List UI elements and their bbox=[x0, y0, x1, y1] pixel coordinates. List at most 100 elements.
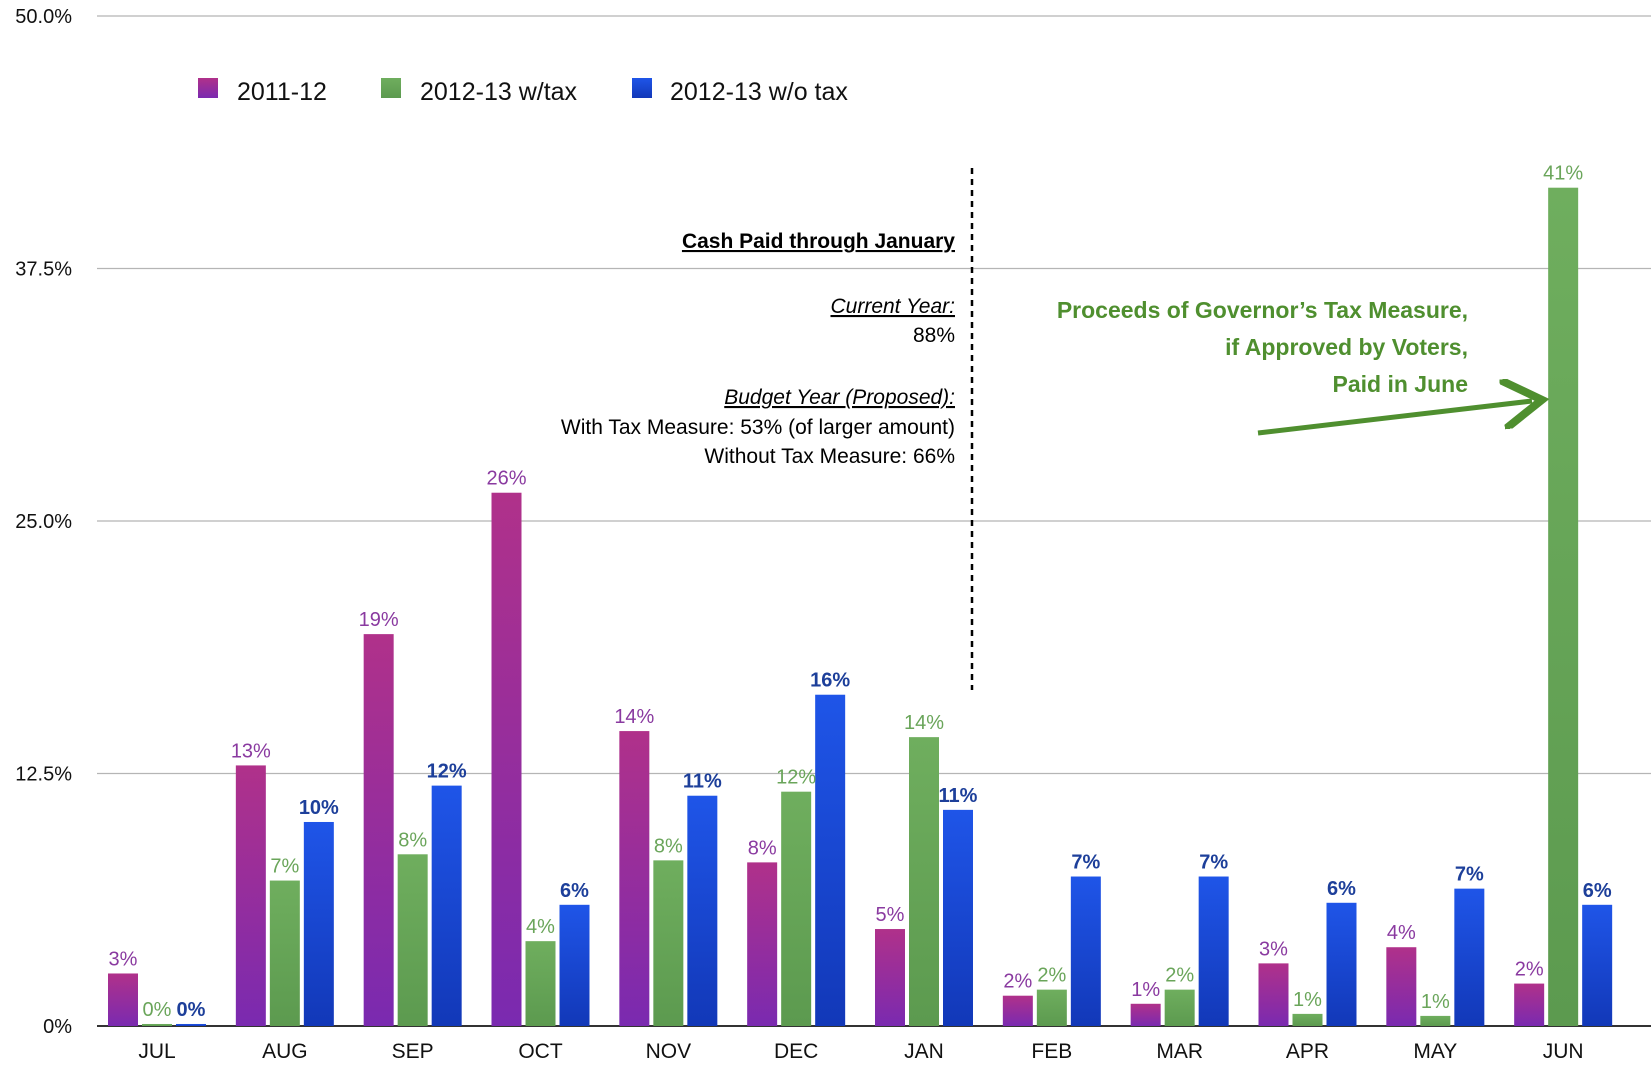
legend: 2011-12 2012-13 w/tax 2012-13 w/o tax bbox=[198, 78, 848, 106]
bar-2012-13-w-tax bbox=[781, 791, 812, 1026]
category-label: SEP bbox=[392, 1040, 434, 1063]
data-label: 1% bbox=[1421, 991, 1450, 1013]
data-label: 11% bbox=[683, 771, 722, 793]
category-label: JAN bbox=[904, 1040, 944, 1063]
annotation-without-tax-line: Without Tax Measure: 66% bbox=[704, 445, 955, 468]
bar-2012-13-w-tax bbox=[1292, 1013, 1323, 1026]
tax-measure-line-3: Paid in June bbox=[1333, 371, 1468, 397]
bar-2012-13-w-tax bbox=[1036, 989, 1067, 1026]
bar-2011-12 bbox=[1130, 1003, 1161, 1026]
data-label: 6% bbox=[1583, 880, 1612, 902]
bar-2012-13-wo-tax bbox=[1454, 888, 1485, 1026]
annotation-heading: Cash Paid through January bbox=[682, 230, 955, 253]
bar-2011-12 bbox=[363, 634, 394, 1026]
bar-2012-13-w-tax bbox=[1548, 187, 1579, 1026]
data-label: 13% bbox=[231, 740, 271, 762]
bar-2011-12 bbox=[747, 862, 778, 1026]
legend-swatch-2012-13-w-tax bbox=[381, 78, 401, 98]
bar-2012-13-wo-tax bbox=[943, 809, 973, 1026]
data-label: 3% bbox=[1259, 938, 1288, 960]
data-label: 14% bbox=[614, 706, 654, 728]
data-label: 7% bbox=[1071, 852, 1100, 874]
data-label: 8% bbox=[654, 835, 683, 857]
data-label: 2% bbox=[1515, 959, 1544, 981]
bar-2012-13-wo-tax bbox=[815, 694, 846, 1026]
bar-2011-12 bbox=[1002, 995, 1033, 1026]
data-label: 7% bbox=[1199, 852, 1228, 874]
category-label: MAR bbox=[1156, 1040, 1203, 1063]
bar-2011-12 bbox=[619, 731, 650, 1026]
bar-2012-13-w-tax bbox=[909, 737, 939, 1026]
y-tick-label: 0% bbox=[43, 1016, 72, 1038]
bar-2012-13-w-tax bbox=[653, 860, 684, 1026]
category-label: MAY bbox=[1413, 1040, 1457, 1063]
bar-2012-13-w-tax bbox=[269, 880, 300, 1026]
data-label: 12% bbox=[427, 761, 467, 783]
data-label: 11% bbox=[939, 785, 978, 807]
data-label: 2% bbox=[1165, 965, 1194, 987]
data-label: 6% bbox=[1327, 878, 1356, 900]
bar-2012-13-wo-tax bbox=[687, 795, 718, 1026]
bar-2012-13-wo-tax bbox=[1070, 876, 1101, 1026]
data-label: 14% bbox=[904, 712, 944, 734]
bar-2011-12 bbox=[875, 929, 905, 1026]
data-label: 3% bbox=[109, 948, 138, 970]
data-labels: 3%0% 0%13%7%10%19%8%12%26%4%6%14%8%11%8%1… bbox=[109, 163, 1612, 1021]
annotation-current-year-value: 88% bbox=[913, 324, 955, 347]
category-label: AUG bbox=[262, 1040, 308, 1063]
category-label: NOV bbox=[646, 1040, 692, 1063]
data-label: 10% bbox=[299, 797, 339, 819]
y-tick-label: 50.0% bbox=[15, 6, 72, 28]
bar-2012-13-wo-tax bbox=[1582, 904, 1613, 1026]
bar-2011-12 bbox=[1514, 983, 1545, 1026]
data-label: 19% bbox=[359, 609, 399, 631]
bar-2012-13-wo-tax bbox=[1326, 902, 1357, 1026]
data-label: 0% bbox=[177, 999, 206, 1021]
annotation-with-tax-line: With Tax Measure: 53% (of larger amount) bbox=[561, 416, 955, 439]
bar-2012-13-wo-tax bbox=[176, 1023, 206, 1026]
data-label: 7% bbox=[270, 856, 299, 878]
y-tick-label: 25.0% bbox=[15, 511, 72, 533]
bar-2012-13-wo-tax bbox=[431, 785, 462, 1026]
bar-2012-13-w-tax bbox=[525, 941, 556, 1026]
data-label: 16% bbox=[810, 670, 850, 692]
bar-2012-13-wo-tax bbox=[303, 821, 334, 1026]
legend-label-2012-13-wo-tax: 2012-13 w/o tax bbox=[670, 78, 848, 106]
data-label: 1% bbox=[1131, 979, 1160, 1001]
bar-2011-12 bbox=[108, 973, 138, 1026]
bar-2011-12 bbox=[1386, 947, 1417, 1026]
data-label: 2% bbox=[1003, 971, 1032, 993]
category-label: FEB bbox=[1031, 1040, 1072, 1063]
data-label: 8% bbox=[398, 829, 427, 851]
cash-paid-annotation: Cash Paid through January Current Year: … bbox=[561, 230, 955, 468]
x-axis-categories: JUL AUG SEP OCT NOV DEC JAN FEB MAR APR MAY JUN bbox=[138, 1040, 1583, 1063]
bar-2011-12 bbox=[491, 492, 522, 1027]
bar-2012-13-wo-tax bbox=[559, 904, 590, 1026]
tax-measure-annotation: Proceeds of Governor’s Tax Measure, if A… bbox=[1057, 297, 1468, 397]
data-label: 8% bbox=[748, 837, 777, 859]
data-label: 41% bbox=[1543, 163, 1583, 185]
bar-2012-13-w-tax bbox=[1420, 1015, 1451, 1026]
data-label: 2% bbox=[1037, 965, 1066, 987]
data-label: 12% bbox=[776, 767, 816, 789]
data-label: 6% bbox=[560, 880, 589, 902]
category-label: JUN bbox=[1543, 1040, 1584, 1063]
legend-swatch-2012-13-wo-tax bbox=[632, 78, 652, 98]
bar-2011-12 bbox=[235, 765, 266, 1026]
data-label: 4% bbox=[526, 916, 555, 938]
annotation-current-year-label: Current Year: bbox=[830, 295, 955, 318]
legend-label-2011-12: 2011-12 bbox=[237, 78, 327, 106]
data-label: 26% bbox=[486, 468, 526, 490]
data-label: 4% bbox=[1387, 922, 1416, 944]
bar-2012-13-w-tax bbox=[142, 1023, 172, 1026]
bar-2012-13-w-tax bbox=[397, 854, 428, 1026]
bar-2012-13-wo-tax bbox=[1198, 876, 1229, 1026]
y-axis-ticks: 0% 12.5% 25.0% 37.5% 50.0% bbox=[15, 6, 72, 1038]
annotation-budget-year-label: Budget Year (Proposed): bbox=[724, 386, 955, 409]
data-label: 5% bbox=[876, 904, 905, 926]
category-label: DEC bbox=[774, 1040, 818, 1063]
tax-measure-line-1: Proceeds of Governor’s Tax Measure, bbox=[1057, 297, 1468, 323]
data-label: 1% bbox=[1293, 989, 1322, 1011]
legend-label-2012-13-w-tax: 2012-13 w/tax bbox=[420, 78, 578, 106]
